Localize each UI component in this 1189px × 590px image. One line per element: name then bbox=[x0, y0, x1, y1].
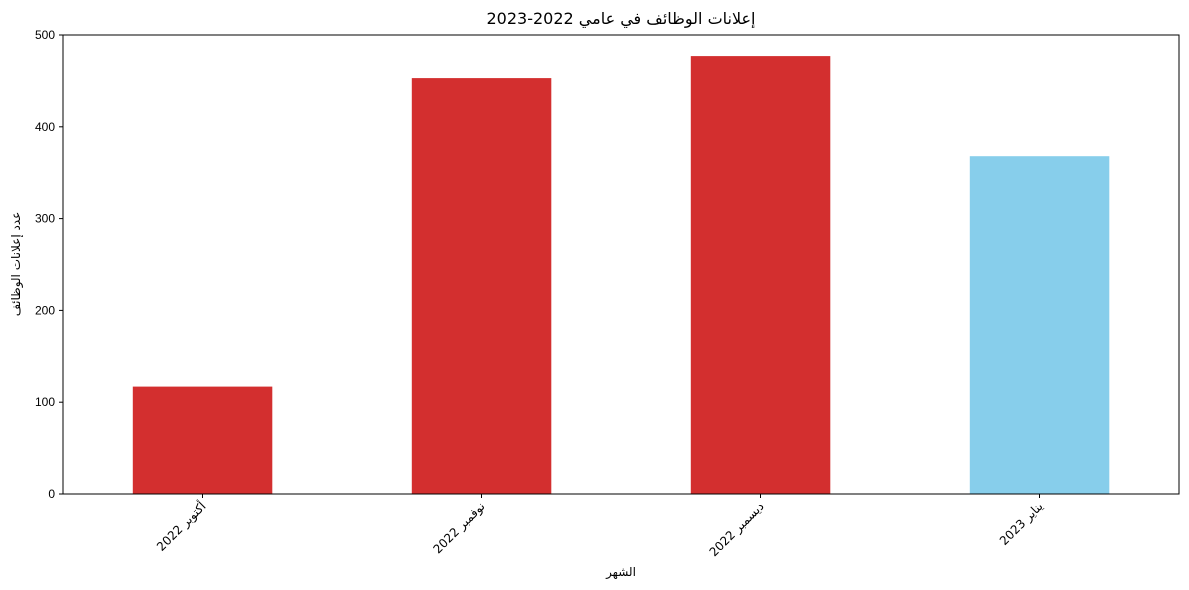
bar-1 bbox=[132, 386, 273, 494]
y-axis-label: عدد إعلانات الوظائف bbox=[9, 212, 24, 317]
x-axis-label: الشهر bbox=[605, 565, 636, 580]
x-axis: أكتوبر 2022 نوفمبر 2022 ديسمبر 2022 يناير 2… bbox=[153, 494, 1046, 560]
x-tick-label: يناير 2023 bbox=[997, 499, 1046, 548]
y-tick-label: 400 bbox=[35, 120, 55, 134]
bar-3 bbox=[690, 56, 831, 494]
bar-2 bbox=[411, 78, 552, 494]
y-tick-label: 300 bbox=[35, 212, 55, 226]
chart-title: إعلانات الوظائف في عامي 2022-2023 bbox=[486, 9, 755, 29]
plot-frame bbox=[62, 34, 1180, 495]
y-tick-label: 0 bbox=[48, 487, 55, 501]
y-tick-label: 500 bbox=[35, 28, 55, 42]
y-tick-label: 200 bbox=[35, 303, 55, 317]
x-tick-label: نوفمبر 2022 bbox=[430, 499, 488, 557]
bars-group bbox=[132, 56, 1110, 494]
x-tick-label: ديسمبر 2022 bbox=[707, 499, 768, 560]
y-axis: 0 100 200 300 400 500 bbox=[35, 28, 63, 501]
bar-4 bbox=[969, 156, 1110, 494]
y-tick-label: 100 bbox=[35, 395, 55, 409]
x-tick-label: أكتوبر 2022 bbox=[153, 499, 209, 555]
